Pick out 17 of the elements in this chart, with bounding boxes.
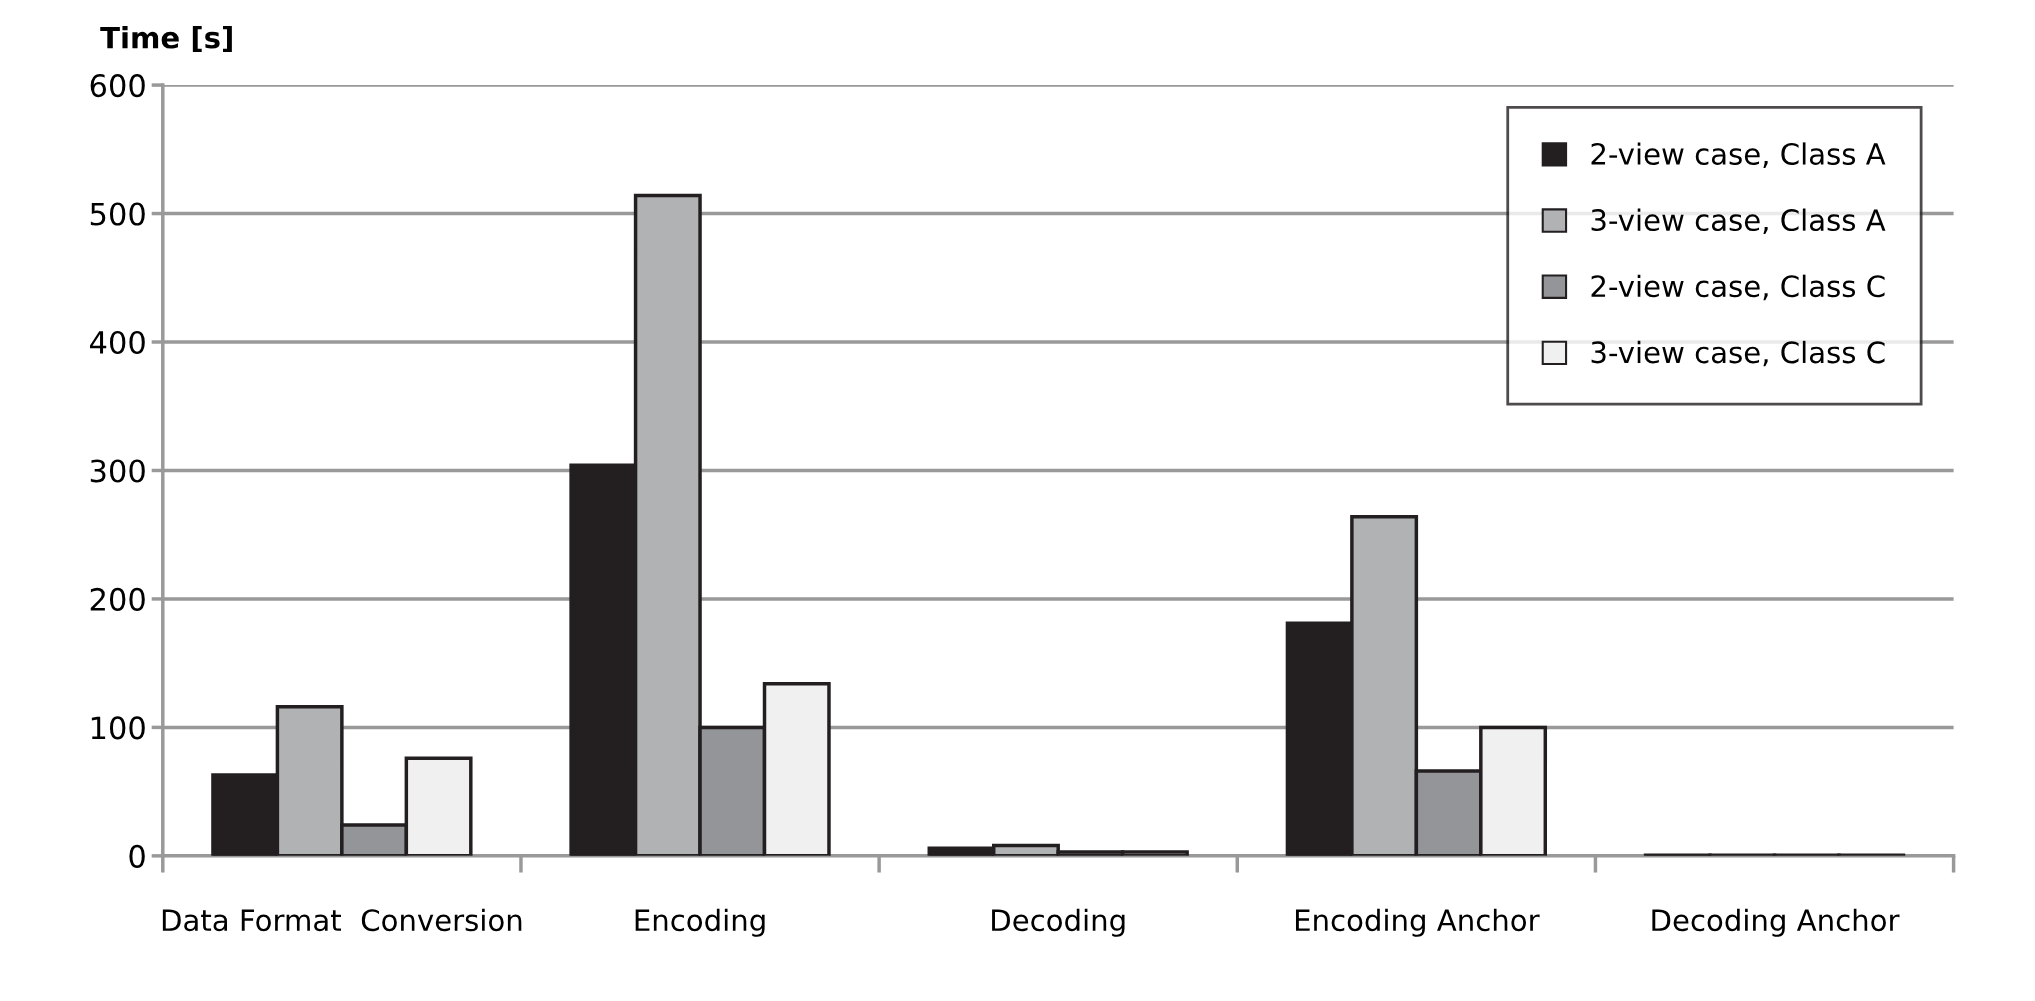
y-tick-label: 300 [90,459,145,483]
y-tick-label: 600 [90,74,145,98]
x-tick-label: Encoding Anchor [1295,908,1540,937]
legend-label: 2-view case, Class A [1591,142,1886,168]
y-tick-label: 200 [90,587,145,611]
legend-label: 3-view case, Class C [1591,340,1885,367]
x-tick-label: Data Format Conversion [162,908,522,932]
y-axis-title: Time [s] [100,26,232,53]
y-tick-label: 500 [90,202,145,226]
y-tick-label: 400 [90,330,145,355]
y-tick-label: 0 [129,844,145,868]
legend-label: 3-view case, Class A [1591,208,1886,235]
legend-label: 2-view case, Class C [1591,274,1885,301]
x-tick-label: Encoding [635,908,765,937]
y-tick-label: 100 [91,716,145,740]
x-tick-label: Decoding [992,908,1125,937]
x-tick-label: Decoding Anchor [1652,908,1900,937]
